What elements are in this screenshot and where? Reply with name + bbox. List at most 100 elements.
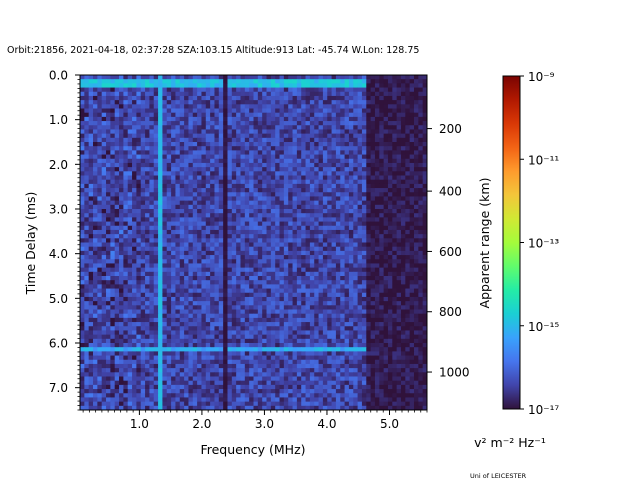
heatmap-cell xyxy=(240,204,246,210)
heatmap-cell xyxy=(253,75,259,80)
heatmap-cell xyxy=(136,104,142,109)
heatmap-cell xyxy=(240,171,246,176)
heatmap-cell xyxy=(374,91,380,97)
heatmap-cell xyxy=(110,229,116,235)
heatmap-cell xyxy=(132,179,137,185)
heatmap-cell xyxy=(171,255,176,260)
heatmap-cell xyxy=(231,171,237,176)
heatmap-cell xyxy=(106,259,111,264)
heatmap-cell xyxy=(405,280,411,285)
heatmap-cell xyxy=(110,276,116,281)
heatmap-cell xyxy=(140,271,146,277)
heatmap-cell xyxy=(405,129,411,135)
heatmap-cell xyxy=(162,146,168,151)
heatmap-cell xyxy=(331,301,337,306)
heatmap-cell xyxy=(379,313,385,319)
heatmap-cell xyxy=(145,292,150,298)
heatmap-cell xyxy=(106,246,111,252)
heatmap-cell xyxy=(418,95,424,101)
heatmap-cell xyxy=(296,276,302,281)
heatmap-cell xyxy=(257,259,263,264)
heatmap-cell xyxy=(140,317,146,323)
heatmap-cell xyxy=(262,129,267,135)
heatmap-cell xyxy=(301,133,306,139)
heatmap-cell xyxy=(409,129,415,135)
heatmap-cell xyxy=(84,317,90,323)
heatmap-cell xyxy=(253,146,259,151)
heatmap-cell xyxy=(192,322,198,327)
heatmap-cell xyxy=(301,100,306,105)
heatmap-cell xyxy=(201,104,207,109)
heatmap-cell xyxy=(418,313,424,319)
heatmap-cell xyxy=(127,242,133,248)
heatmap-cell xyxy=(266,229,272,235)
heatmap-cell xyxy=(370,301,376,306)
heatmap-cell xyxy=(153,125,159,130)
heatmap-cell xyxy=(132,334,137,340)
heatmap-cell xyxy=(231,322,237,327)
heatmap-cell xyxy=(266,171,272,176)
heatmap-cell xyxy=(106,188,111,193)
heatmap-cell xyxy=(249,112,254,118)
heatmap-cell xyxy=(214,280,220,285)
heatmap-cell xyxy=(327,317,332,323)
heatmap-cell xyxy=(236,200,241,206)
heatmap-cell xyxy=(257,196,263,202)
heatmap-cell xyxy=(123,229,129,235)
heatmap-cell xyxy=(162,196,168,202)
heatmap-cell xyxy=(335,200,341,206)
heatmap-cell xyxy=(253,326,259,331)
heatmap-cell xyxy=(262,213,267,218)
heatmap-cell xyxy=(413,192,419,197)
heatmap-cell xyxy=(348,259,354,264)
heatmap-cell xyxy=(344,276,350,281)
heatmap-cell xyxy=(192,271,198,277)
heatmap-cell xyxy=(231,121,237,126)
heatmap-cell xyxy=(318,267,324,273)
heatmap-cell xyxy=(175,146,181,151)
heatmap-cell xyxy=(171,305,176,310)
heatmap-cell xyxy=(214,146,220,151)
heatmap-cell xyxy=(145,225,150,231)
heatmap-cell xyxy=(379,217,385,222)
heatmap-cell xyxy=(305,79,311,84)
heatmap-cell xyxy=(88,284,94,289)
heatmap-cell xyxy=(418,259,424,264)
heatmap-cell xyxy=(158,200,163,206)
heatmap-cell xyxy=(162,188,168,193)
heatmap-cell xyxy=(179,213,185,218)
heatmap-cell xyxy=(418,79,424,84)
heatmap-cell xyxy=(110,246,116,252)
heatmap-cell xyxy=(88,154,94,160)
heatmap-cell xyxy=(366,75,372,80)
heatmap-cell xyxy=(422,171,428,176)
heatmap-cell xyxy=(305,209,311,214)
heatmap-cell xyxy=(97,87,103,93)
heatmap-cell xyxy=(240,284,246,289)
heatmap-cell xyxy=(114,183,120,189)
heatmap-cell xyxy=(392,154,398,160)
heatmap-cell xyxy=(344,158,350,164)
heatmap-cell xyxy=(262,95,267,101)
heatmap-cell xyxy=(244,255,250,260)
heatmap-cell xyxy=(210,129,215,135)
heatmap-cell xyxy=(318,284,324,289)
heatmap-cell xyxy=(379,188,385,193)
heatmap-cell xyxy=(188,129,194,135)
heatmap-cell xyxy=(119,75,124,80)
heatmap-cell xyxy=(127,204,133,210)
heatmap-cell xyxy=(127,259,133,264)
heatmap-cell xyxy=(340,209,345,214)
heatmap-cell xyxy=(266,242,272,248)
heatmap-cell xyxy=(305,137,311,143)
heatmap-cell xyxy=(270,192,276,197)
heatmap-cell xyxy=(110,192,116,197)
heatmap-cell xyxy=(127,263,133,269)
heatmap-cell xyxy=(93,255,98,260)
heatmap-cell xyxy=(314,133,319,139)
heatmap-cell xyxy=(97,167,103,172)
heatmap-cell xyxy=(197,284,202,289)
heatmap-cell xyxy=(197,250,202,256)
heatmap-cell xyxy=(166,158,172,164)
heatmap-cell xyxy=(201,292,207,298)
